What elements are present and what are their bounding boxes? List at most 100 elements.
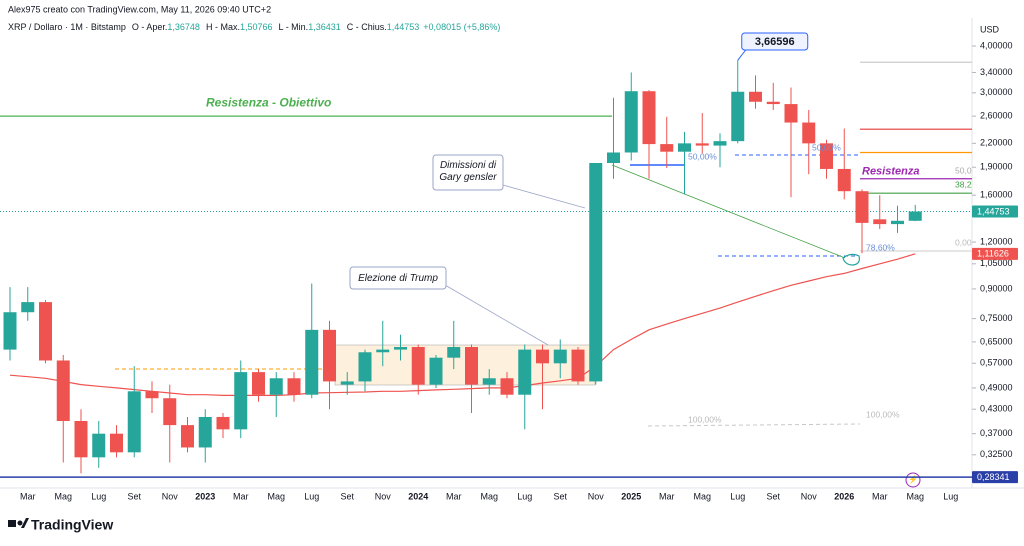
fib-label: 100,00% [866,409,900,419]
x-tick-label: 2025 [621,491,641,501]
price-label-box [972,205,1018,218]
legend-label: H - Max. [206,22,240,32]
candle-body [163,398,177,426]
candle-body [482,378,496,385]
candle-body [92,433,106,458]
creator: Alex975 creato con TradingView.com, May … [8,4,271,14]
x-tick-label: Set [553,491,567,501]
x-tick-label: Mag [480,491,498,501]
x-tick-label: Lug [304,491,319,501]
candle-body [589,162,603,382]
callout-box [349,266,447,290]
candle-body [891,220,904,225]
candle-body [216,416,230,430]
y-tick-label: 0,75000 [980,313,1013,323]
candle-body [39,302,52,361]
y-tick-label: 1,05000 [980,258,1013,268]
fib-label: 0,00 [955,237,972,247]
x-tick-label: Mar [233,491,249,501]
y-tick-label: 0,32500 [980,449,1013,459]
x-tick-label: 2023 [195,491,215,501]
level-label: Resistenza - Obiettivo [206,95,331,109]
x-tick-label: Lug [517,491,532,501]
candle-body [305,329,319,395]
candle-body [21,302,35,313]
candle-body [358,352,372,382]
y-tick-label: 1,20000 [980,236,1013,246]
candle-body [429,357,443,385]
candle-body [340,381,354,385]
candle-body [323,329,336,382]
fib-label: 50,0 [955,165,972,175]
level-label: Resistenza [862,166,919,178]
peak-label: 3,66596 [755,36,795,48]
x-tick-label: Mag [267,491,285,501]
fib-label: 50,00% [812,142,841,152]
symbol-title: XRP / Dollaro · 1M · Bitstamp [8,22,126,32]
candle-body [695,143,709,146]
candle-body [837,168,851,192]
x-tick-label: 2024 [408,491,428,501]
candle-body [376,349,390,353]
legend: XRP / Dollaro · 1M · Bitstamp O - Aper. 1,… [8,22,500,32]
candle-body [500,378,514,395]
x-tick-label: Mar [872,491,888,501]
trend-line [611,164,846,259]
candle-body [394,347,407,350]
candle-body [465,347,478,385]
candle-body [802,122,816,144]
legend-label: O - Aper. [132,22,168,32]
legend-change: +0,08015 (+5,86%) [423,22,500,32]
callout-line: Dimissioni di [440,160,497,171]
candle-body [855,191,869,223]
callout-text: Elezione di Trump [358,273,438,284]
y-tick-label: 1,60000 [980,190,1013,200]
legend-value: 1,44753 [387,22,420,32]
callout-line: Gary gensler [439,172,497,183]
x-tick-label: Lug [943,491,958,501]
callout-pointer [502,184,586,209]
candle-body [713,141,727,146]
candle-body [269,378,283,395]
y-tick-label: 0,65000 [980,336,1013,346]
candle-body [749,91,762,102]
candle-body [234,372,248,430]
candle-body [731,91,745,142]
ema-line [9,253,916,396]
candle-body [873,219,887,225]
x-tick-label: Lug [91,491,106,501]
candle-body [784,104,798,123]
x-tick-label: Mag [906,491,924,501]
x-tick-label: Mar [446,491,462,501]
event-icon-glyph: ⚡ [908,474,918,484]
y-tick-label: 2,60000 [980,111,1013,121]
candle-body [660,144,674,152]
candle-body [518,349,532,395]
candle-body [127,391,141,453]
x-tick-label: Nov [375,491,392,501]
candle-body [287,378,301,395]
x-tick-label: Mar [659,491,675,501]
y-tick-label: 0,37000 [980,428,1013,438]
highlight-circle [842,253,860,266]
fib-label: 50,00% [688,151,717,161]
callout-pointer [444,284,549,346]
x-tick-label: 2026 [834,491,854,501]
fib-label: 78,60% [866,242,895,252]
y-tick-label: 3,40000 [980,67,1013,77]
price-label: 1,11626 [977,249,1009,259]
fib-label: 100,00% [688,414,722,424]
candle-body [56,360,70,421]
legend-value: 1,36431 [308,22,341,32]
candle-body [145,391,159,399]
price-label-box [972,247,1018,260]
legend-label: L - Min. [279,22,309,32]
candle-body [553,349,567,364]
x-tick-label: Lug [730,491,745,501]
price-label: 1,44753 [977,206,1010,216]
fib-label: 38,2 [955,179,972,189]
candle-body [181,425,194,448]
brand-name: TradingView [31,517,113,533]
